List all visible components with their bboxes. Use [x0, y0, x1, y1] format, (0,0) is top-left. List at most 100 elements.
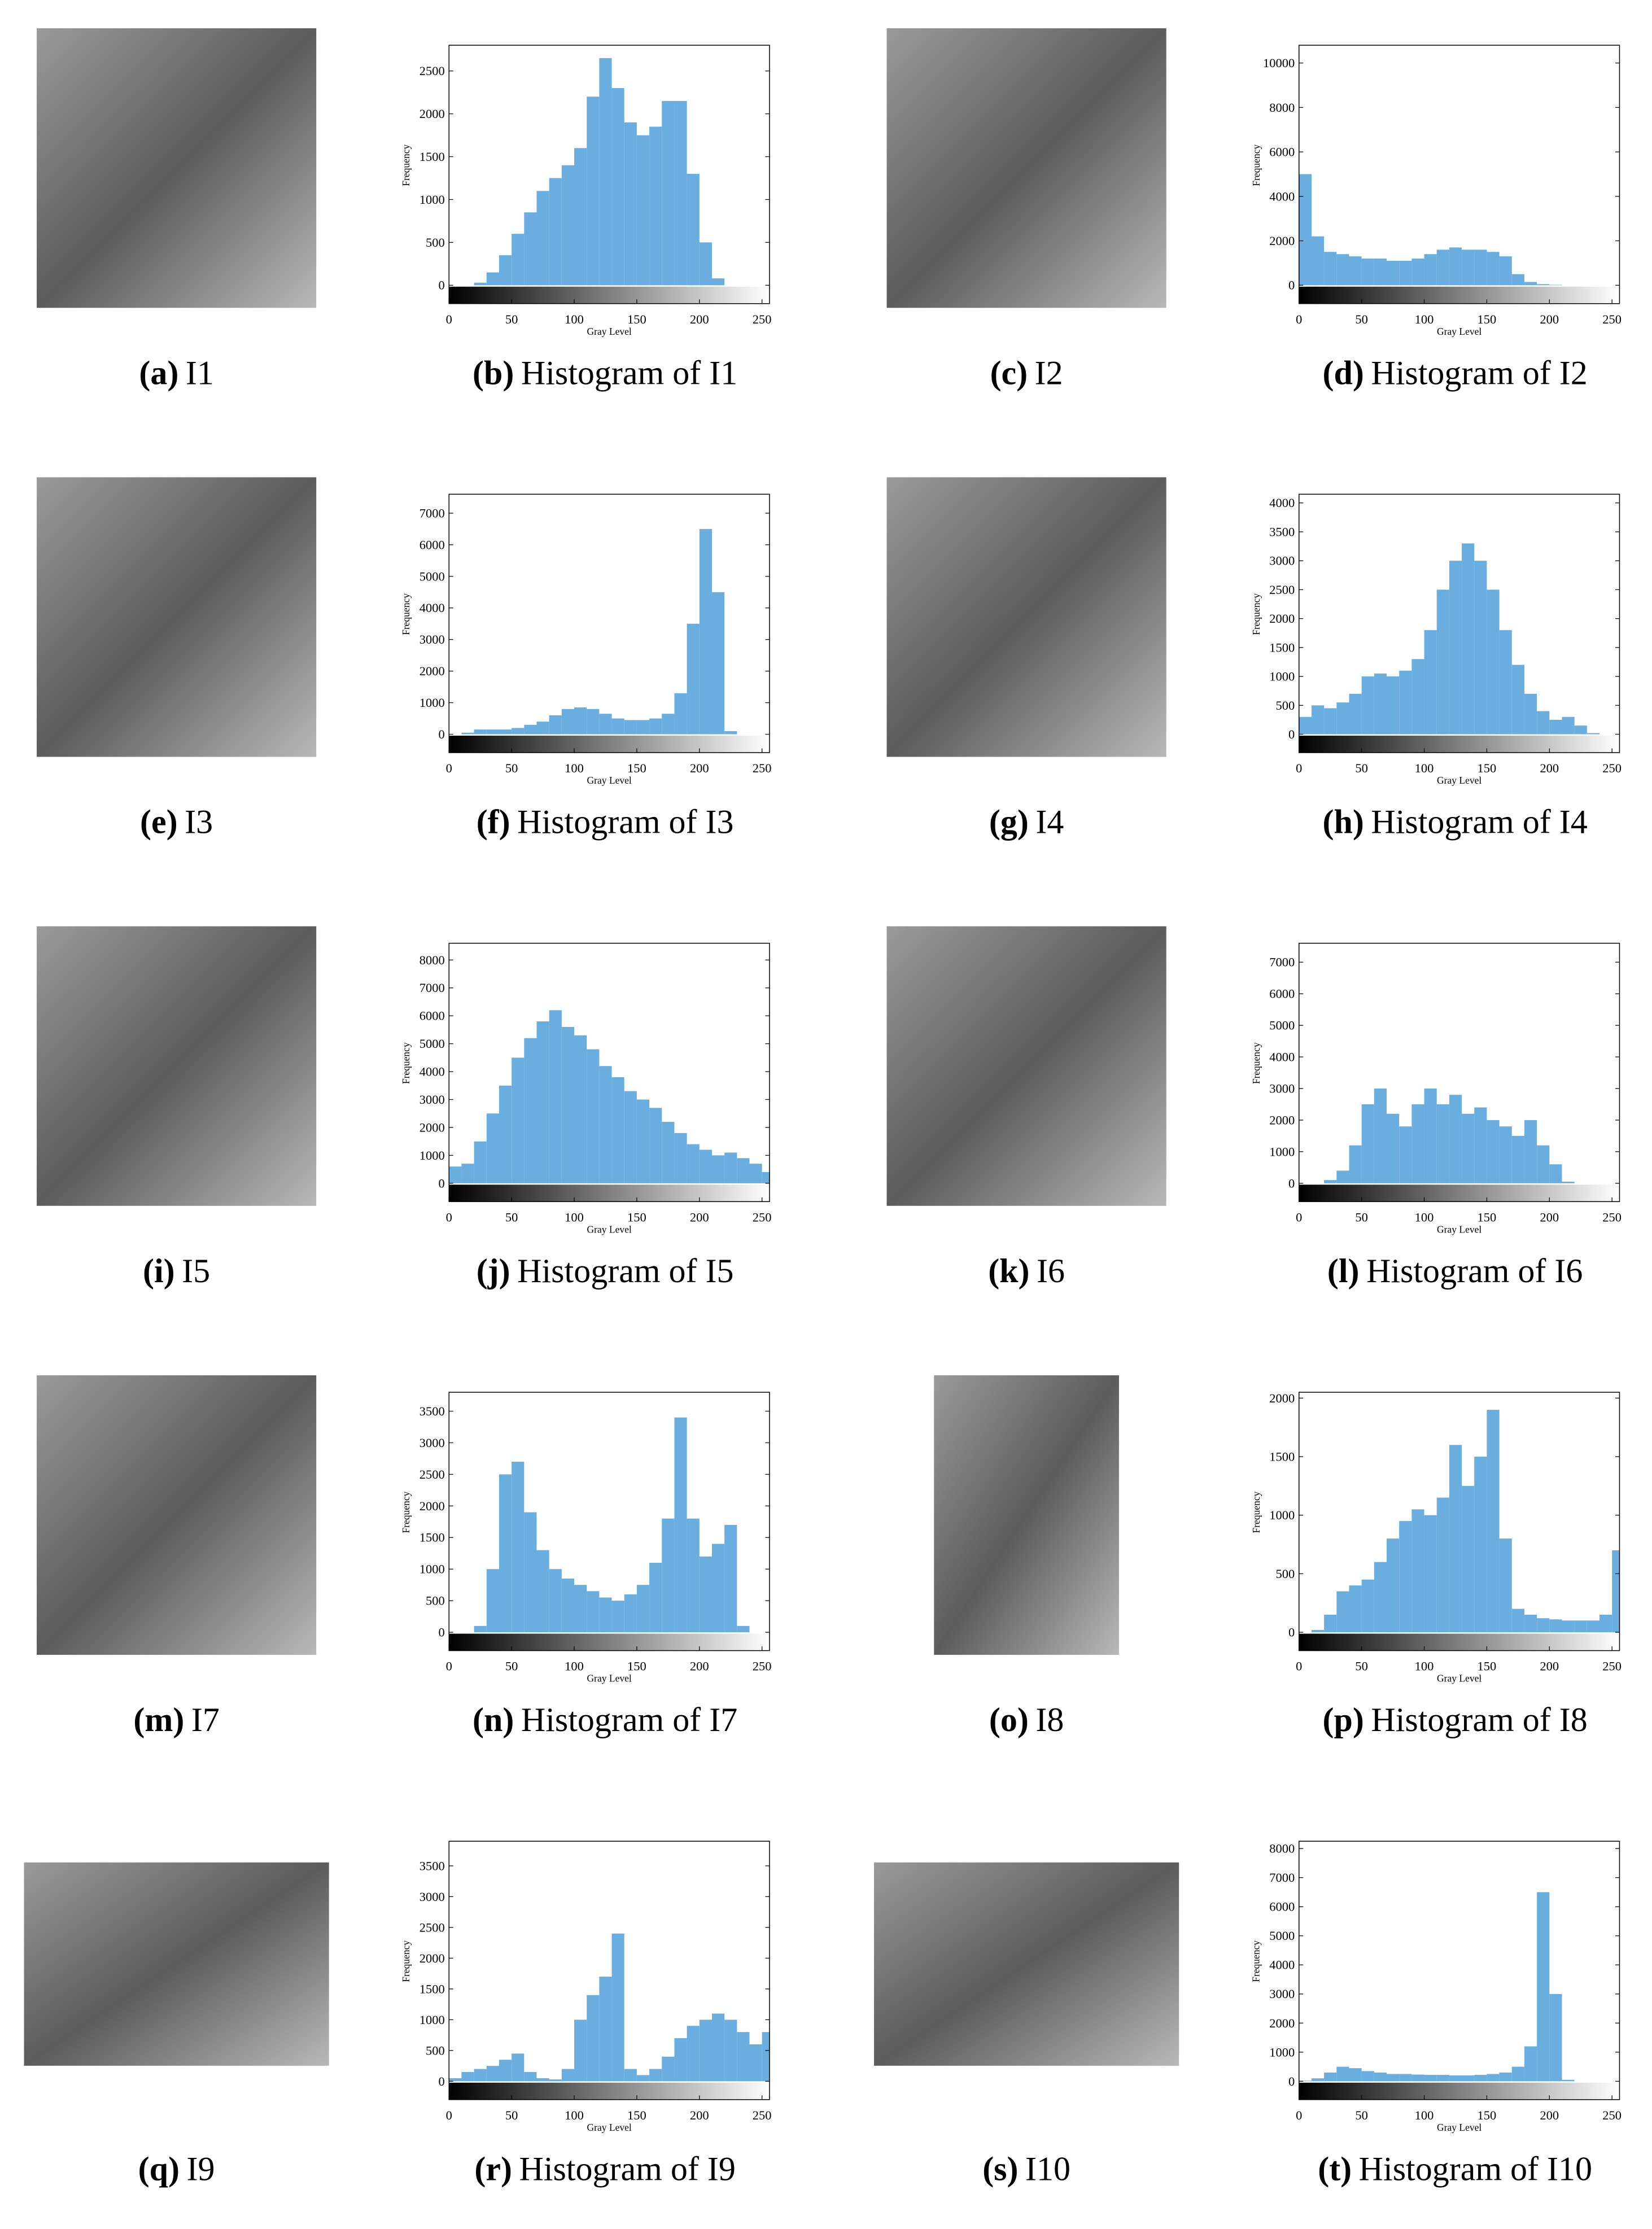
x-tick-label: 0 [446, 761, 452, 775]
y-tick-label: 4000 [1269, 189, 1295, 203]
bar [687, 1518, 700, 1633]
x-tick-label: 100 [565, 312, 584, 326]
plot-frame [448, 493, 770, 753]
bar [1436, 250, 1449, 286]
caption-text: I8 [1035, 1701, 1064, 1738]
y-tick-label: 1000 [419, 1562, 445, 1576]
x-tick-label: 0 [1296, 1210, 1302, 1224]
bar [649, 1562, 662, 1633]
bar [724, 1524, 737, 1633]
bar [549, 1010, 562, 1183]
bar [1349, 2068, 1362, 2082]
x-tick-label: 100 [565, 1210, 584, 1224]
bar [561, 165, 575, 286]
y-tick-label: 7000 [1269, 955, 1295, 969]
y-axis-label: Frequency [400, 593, 412, 635]
x-tick-label: 250 [753, 761, 772, 775]
bar [636, 135, 650, 286]
x-axis-label: Gray Level [587, 2122, 632, 2133]
photo [886, 926, 1166, 1206]
bar [549, 178, 562, 286]
caption: (c) I2 [990, 354, 1063, 391]
bar [1537, 1618, 1550, 1633]
caption: (e) I3 [140, 803, 213, 841]
caption-label: (a) [139, 354, 178, 391]
bar [574, 1035, 587, 1183]
x-axis-label: Gray Level [1437, 1223, 1481, 1235]
caption-label: (s) [982, 2150, 1018, 2187]
x-tick-label: 0 [1296, 1659, 1302, 1673]
bar [561, 2069, 575, 2082]
y-tick-label: 3000 [1269, 1987, 1295, 2001]
caption: (l) Histogram of I6 [1327, 1252, 1583, 1290]
y-tick-label: 5000 [419, 569, 445, 583]
bar [599, 714, 612, 735]
caption-text: I6 [1037, 1252, 1065, 1290]
y-tick-label: 3000 [419, 632, 445, 646]
x-tick-label: 0 [1296, 312, 1302, 326]
bar [486, 2066, 499, 2082]
bar [512, 728, 525, 735]
bar [1499, 256, 1512, 286]
bar [536, 191, 549, 286]
y-axis-label: Frequency [1251, 1042, 1262, 1084]
bar [1499, 2072, 1512, 2082]
x-tick-label: 200 [690, 761, 709, 775]
caption-label: (r) [474, 2150, 512, 2187]
gray-scale-bar [1299, 286, 1620, 304]
bar [624, 720, 637, 735]
x-tick-label: 150 [1478, 1659, 1497, 1673]
bar [1499, 1539, 1512, 1633]
caption: (a) I1 [139, 354, 213, 391]
caption-text: Histogram of I5 [517, 1252, 733, 1290]
caption: (j) Histogram of I5 [477, 1252, 734, 1290]
bar [599, 58, 612, 286]
y-tick-label: 5000 [1269, 1929, 1295, 1943]
caption-text: I10 [1025, 2150, 1070, 2187]
y-axis-label: Frequency [1251, 1491, 1262, 1533]
plot-frame [448, 1392, 770, 1651]
bar [512, 1461, 525, 1633]
y-tick-label: 3000 [419, 1890, 445, 1904]
bar [674, 1417, 687, 1633]
y-tick-label: 6000 [1269, 987, 1295, 1001]
bar [1324, 1614, 1337, 1633]
x-axis-label: Gray Level [1437, 775, 1481, 786]
bar [687, 2026, 700, 2082]
bar [1361, 259, 1374, 286]
y-tick-label: 1500 [1269, 1449, 1295, 1463]
caption: (m) I7 [133, 1701, 219, 1738]
photo [886, 28, 1166, 308]
bar [1424, 2074, 1437, 2082]
bar [1336, 702, 1349, 735]
x-tick-label: 50 [1355, 312, 1368, 326]
y-tick-label: 4000 [1269, 1050, 1295, 1064]
y-tick-label: 6000 [1269, 145, 1295, 159]
bar [499, 2060, 512, 2082]
bar [574, 707, 587, 735]
caption-label: (d) [1323, 354, 1364, 391]
x-tick-label: 200 [1540, 312, 1559, 326]
caption: (h) Histogram of I4 [1323, 803, 1588, 841]
caption-text: Histogram of I7 [521, 1701, 737, 1738]
bar [699, 1150, 712, 1183]
bar [1449, 247, 1462, 286]
bar [1511, 1135, 1524, 1183]
bar [711, 2013, 725, 2082]
caption-label: (h) [1323, 803, 1364, 841]
x-tick-label: 150 [627, 312, 646, 326]
caption: (t) Histogram of I10 [1318, 2150, 1592, 2187]
y-tick-label: 7000 [1269, 1870, 1295, 1885]
bar [474, 1141, 487, 1183]
plot-frame [1299, 45, 1620, 304]
y-tick-label: 1000 [419, 1148, 445, 1162]
bar [1462, 2075, 1475, 2082]
caption-text: Histogram of I10 [1359, 2150, 1592, 2187]
caption-label: (b) [473, 354, 514, 391]
y-tick-label: 6000 [419, 537, 445, 552]
x-tick-label: 200 [1540, 2108, 1559, 2122]
x-tick-label: 50 [1355, 1210, 1368, 1224]
y-tick-label: 0 [439, 278, 445, 292]
y-tick-label: 1000 [1269, 2045, 1295, 2059]
bar [1487, 252, 1500, 286]
